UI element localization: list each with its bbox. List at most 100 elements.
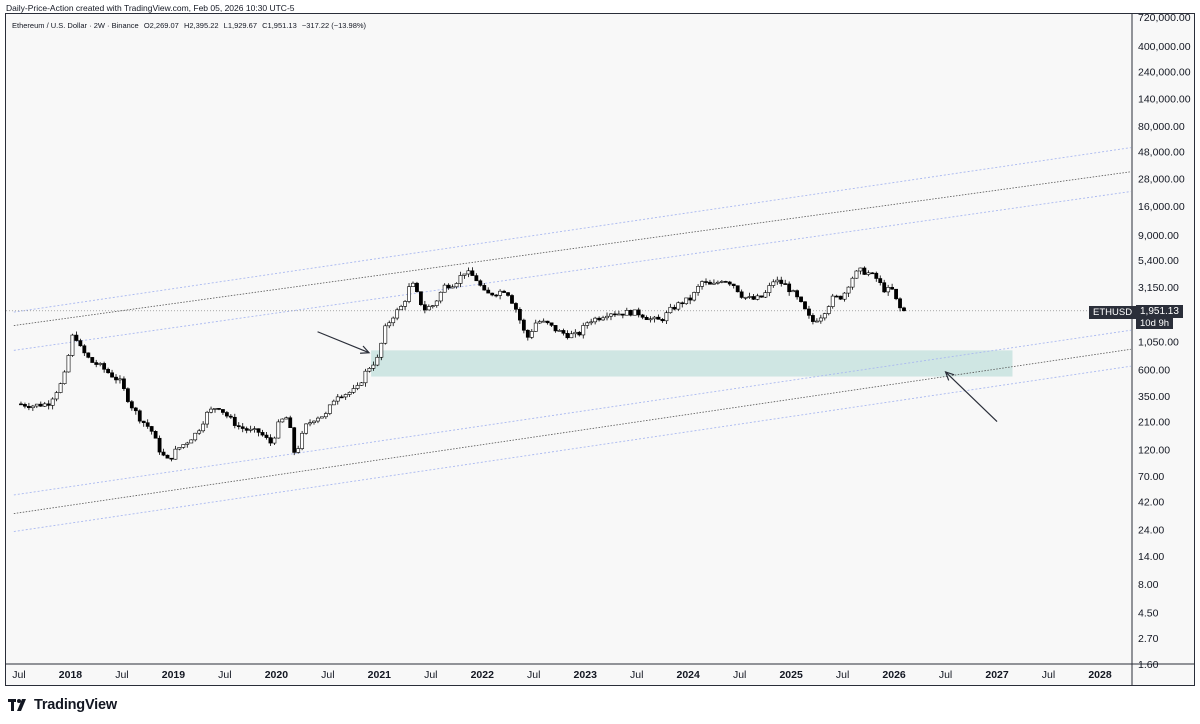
y-tick-label: 210.00 bbox=[1138, 417, 1170, 429]
candle-down bbox=[894, 288, 898, 300]
legend-open: O2,269.07 bbox=[143, 21, 179, 30]
candle-up bbox=[755, 295, 760, 300]
candle-down bbox=[74, 334, 79, 341]
candle-up bbox=[818, 317, 823, 322]
candle-down bbox=[882, 282, 887, 293]
x-tick-label: 2028 bbox=[1088, 669, 1112, 681]
candle-up bbox=[822, 313, 827, 319]
candle-up bbox=[177, 447, 182, 450]
candle-down bbox=[232, 416, 237, 426]
candle-up bbox=[173, 448, 178, 460]
candle-up bbox=[573, 331, 578, 335]
x-tick-label: 2019 bbox=[162, 669, 186, 681]
support-zone bbox=[371, 350, 1013, 377]
candle-up bbox=[375, 356, 380, 366]
candle-down bbox=[149, 426, 154, 432]
legend-low: L1,929.67 bbox=[223, 21, 258, 30]
candle-up bbox=[850, 277, 855, 288]
annotation-arrow-head bbox=[944, 370, 955, 381]
y-tick-label: 350.00 bbox=[1138, 391, 1170, 403]
y-tick-label: 14.00 bbox=[1138, 551, 1164, 563]
candle-up bbox=[54, 392, 59, 400]
candle-up bbox=[197, 430, 202, 434]
candle-up bbox=[50, 398, 55, 406]
candle-up bbox=[300, 432, 305, 449]
y-tick-label: 140,000.00 bbox=[1138, 93, 1191, 105]
x-tick-label: Jul bbox=[1042, 669, 1055, 681]
candle-up bbox=[664, 312, 669, 322]
tradingview-brand[interactable]: TradingView bbox=[8, 697, 117, 713]
candle-down bbox=[751, 296, 756, 300]
tradingview-logo-icon bbox=[8, 699, 26, 711]
candle-up bbox=[280, 418, 285, 423]
candle-up bbox=[70, 334, 75, 356]
x-tick-label: 2027 bbox=[985, 669, 1009, 681]
x-tick-label: Jul bbox=[527, 669, 540, 681]
candle-up bbox=[272, 437, 277, 444]
ohlc-legend: Ethereum / U.S. Dollar · 2W · Binance O2… bbox=[12, 21, 369, 30]
candle-down bbox=[153, 431, 158, 439]
candle-up bbox=[826, 306, 831, 314]
candle-up bbox=[454, 283, 459, 288]
channel-mid-line bbox=[13, 348, 1131, 514]
annotation-arrow-head bbox=[360, 345, 371, 354]
candle-down bbox=[446, 284, 451, 289]
candle-up bbox=[866, 272, 871, 275]
chart-panel[interactable]: 720,000.00 400,000.00 240,000.00 140,000.00… bbox=[5, 13, 1195, 686]
candle-up bbox=[632, 309, 637, 316]
x-tick-label: Jul bbox=[630, 669, 643, 681]
candle-up bbox=[30, 405, 35, 409]
candle-down bbox=[19, 403, 23, 406]
candle-up bbox=[312, 420, 316, 423]
candle-down bbox=[759, 295, 764, 298]
y-tick-label: 5,400.00 bbox=[1138, 255, 1179, 267]
candle-down bbox=[577, 331, 582, 336]
candle-up bbox=[498, 290, 503, 296]
candle-down bbox=[268, 437, 273, 444]
candle-up bbox=[814, 320, 819, 323]
candle-up bbox=[403, 301, 407, 307]
candle-down bbox=[133, 407, 138, 412]
candle-up bbox=[395, 309, 400, 319]
y-tick-label: 1.60 bbox=[1138, 659, 1159, 671]
candle-up bbox=[430, 305, 435, 307]
candle-down bbox=[217, 408, 221, 410]
channel-mid-line bbox=[13, 171, 1131, 326]
candle-up bbox=[842, 292, 847, 300]
candle-down bbox=[660, 319, 665, 322]
candle-down bbox=[565, 332, 570, 339]
candle-up bbox=[529, 331, 534, 338]
candle-down bbox=[636, 309, 641, 316]
candle-up bbox=[747, 296, 752, 298]
candle-up bbox=[846, 286, 851, 294]
candle-up bbox=[98, 363, 103, 365]
candle-down bbox=[870, 272, 875, 275]
candle-down bbox=[680, 302, 685, 305]
candle-down bbox=[470, 270, 475, 276]
candle-down bbox=[157, 437, 162, 453]
price-chart[interactable]: 720,000.00 400,000.00 240,000.00 140,000.00… bbox=[6, 14, 1194, 685]
candle-down bbox=[811, 315, 815, 322]
candle-up bbox=[605, 315, 609, 319]
candle-down bbox=[260, 432, 265, 436]
candle-up bbox=[248, 428, 253, 431]
candle-down bbox=[874, 272, 879, 279]
candle-down bbox=[597, 317, 601, 321]
candle-up bbox=[593, 317, 598, 323]
candle-down bbox=[221, 409, 225, 413]
candle-down bbox=[803, 301, 807, 310]
y-tick-label: 600.00 bbox=[1138, 364, 1170, 376]
candle-down bbox=[145, 422, 150, 427]
candle-up bbox=[438, 291, 443, 302]
candle-up bbox=[466, 270, 471, 275]
candle-up bbox=[676, 302, 681, 310]
candle-up bbox=[537, 321, 542, 324]
y-tick-label: 16,000.00 bbox=[1138, 201, 1185, 213]
x-tick-label: 2022 bbox=[471, 669, 495, 681]
candle-down bbox=[799, 296, 803, 303]
candle-up bbox=[118, 378, 122, 381]
candle-up bbox=[434, 300, 439, 306]
candle-up bbox=[616, 313, 621, 316]
candle-down bbox=[244, 428, 249, 431]
candle-up bbox=[692, 292, 697, 301]
